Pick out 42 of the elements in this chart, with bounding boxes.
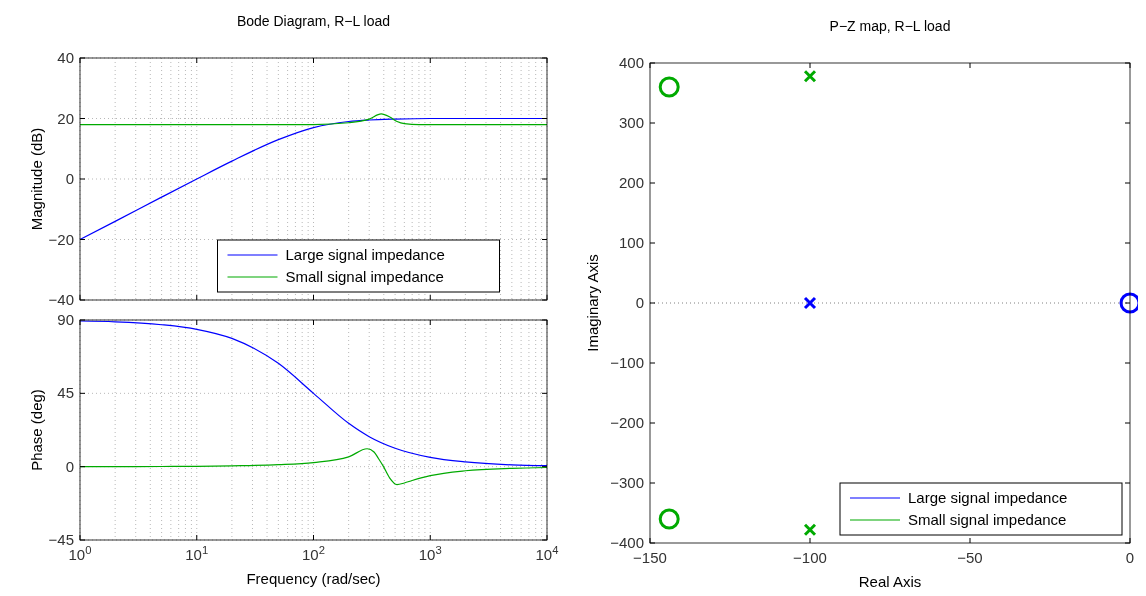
chart-title: Bode Diagram, R−L load bbox=[236, 13, 391, 29]
y-tick-label: −100 bbox=[610, 354, 644, 371]
y-tick-label: 200 bbox=[618, 174, 644, 191]
y-tick-label: −20 bbox=[48, 230, 74, 248]
y-axis-title: Phase (deg) bbox=[28, 389, 45, 471]
chart-title: P−Z map, R−L load bbox=[829, 18, 951, 34]
x-axis-title: Frequency (rad/sec) bbox=[246, 570, 381, 587]
legend-label: Large signal impedance bbox=[285, 246, 445, 263]
x-tick-label: 10$^{1}$ bbox=[185, 544, 209, 563]
legend-label: Large signal impedance bbox=[908, 489, 1068, 506]
x-tick-label: 10$^{3}$ bbox=[418, 544, 442, 563]
y-tick-label: 40 bbox=[57, 49, 74, 66]
legend-label: Small signal impedance bbox=[908, 511, 1067, 528]
x-tick-label: 0 bbox=[1125, 549, 1135, 566]
x-tick-label: −100 bbox=[793, 549, 827, 566]
x-tick-label: −50 bbox=[957, 549, 983, 566]
y-tick-label: 20 bbox=[57, 109, 74, 127]
y-tick-label: 45 bbox=[57, 384, 74, 402]
y-axis-title: Imaginary Axis bbox=[584, 254, 601, 352]
point bbox=[658, 76, 680, 98]
y-tick-label: −40 bbox=[48, 291, 74, 308]
point bbox=[658, 508, 680, 530]
y-tick-label: 100 bbox=[618, 234, 644, 251]
y-tick-label: 0 bbox=[635, 294, 644, 311]
x-axis-title: Real Axis bbox=[858, 573, 922, 590]
x-tick-label: 10$^{4}$ bbox=[535, 544, 559, 563]
y-tick-label: 90 bbox=[57, 311, 74, 328]
y-axis-title: Magnitude (dB) bbox=[28, 127, 45, 231]
y-tick-label: 300 bbox=[618, 114, 644, 131]
legend-label: Small signal impedance bbox=[285, 268, 444, 285]
point bbox=[1119, 292, 1138, 314]
y-tick-label: −200 bbox=[610, 414, 644, 431]
x-tick-label: 10$^{2}$ bbox=[302, 544, 325, 563]
y-tick-label: −300 bbox=[610, 474, 644, 491]
point bbox=[803, 296, 817, 310]
point bbox=[803, 69, 817, 83]
y-tick-label: 0 bbox=[65, 457, 74, 475]
y-tick-label: −400 bbox=[610, 534, 644, 551]
y-tick-label: 400 bbox=[618, 54, 644, 71]
x-tick-label: −150 bbox=[633, 549, 667, 566]
point bbox=[803, 523, 817, 537]
y-tick-label: 0 bbox=[65, 170, 74, 187]
